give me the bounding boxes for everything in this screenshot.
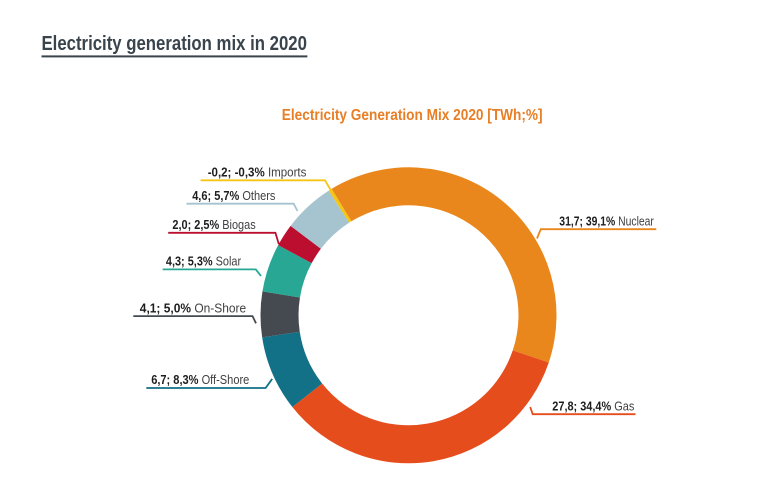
- svg-text:4,3; 5,3% Solar: 4,3; 5,3% Solar: [166, 255, 241, 269]
- svg-text:4,1; 5,0% On-Shore: 4,1; 5,0% On-Shore: [140, 301, 246, 315]
- svg-text:4,6; 5,7% Others: 4,6; 5,7% Others: [192, 189, 275, 203]
- svg-text:Electricity Generation Mix 202: Electricity Generation Mix 2020 [TWh;%]: [282, 107, 543, 124]
- svg-text:2,0; 2,5% Biogas: 2,0; 2,5% Biogas: [172, 218, 255, 232]
- svg-text:6,7; 8,3% Off-Shore: 6,7; 8,3% Off-Shore: [151, 373, 249, 387]
- svg-text:27,8; 34,4% Gas: 27,8; 34,4% Gas: [552, 399, 634, 413]
- svg-text:31,7; 39,1% Nuclear: 31,7; 39,1% Nuclear: [559, 214, 654, 228]
- svg-text:-0,2; -0,3% Imports: -0,2; -0,3% Imports: [208, 166, 307, 180]
- svg-text:Electricity generation mix in: Electricity generation mix in 2020: [42, 32, 307, 55]
